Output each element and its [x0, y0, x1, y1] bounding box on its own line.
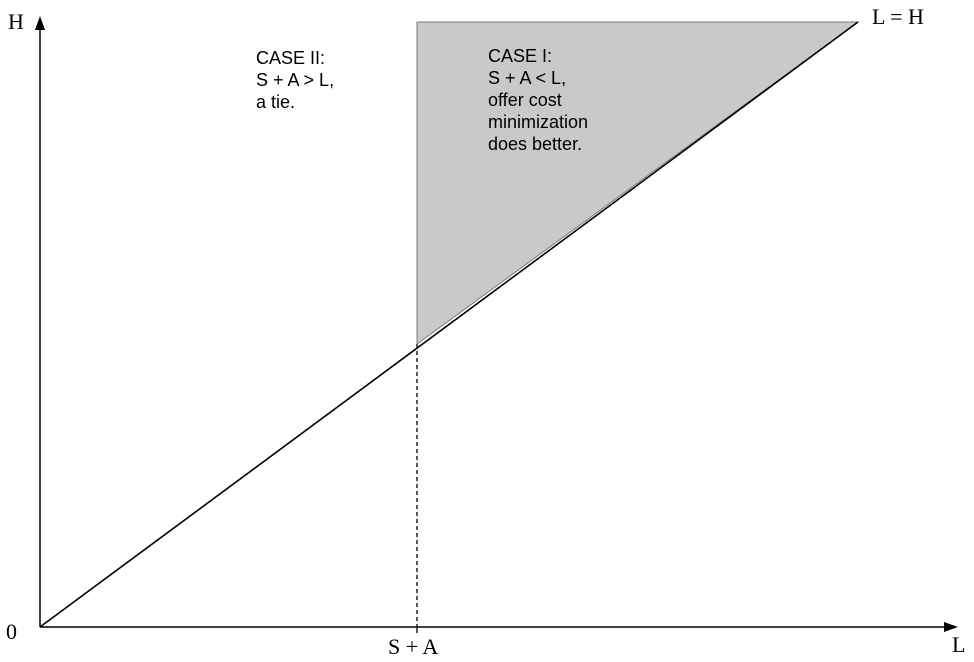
diagonal-label: L = H — [872, 4, 924, 29]
case-ii-line: CASE II: — [256, 48, 326, 68]
l-axis-label: L — [952, 632, 966, 657]
case-ii-text: CASE II: S + A > L, a tie. — [256, 47, 334, 113]
origin-label: 0 — [6, 619, 17, 644]
case-i-line: offer cost — [488, 90, 562, 110]
h-axis-label: H — [8, 9, 24, 34]
case-i-region — [416, 21, 860, 345]
case-i-line: does better. — [488, 134, 583, 154]
case-i-line: S + A < L, — [488, 68, 567, 88]
case-i-line: minimization — [488, 112, 589, 132]
diagonal-line — [39, 21, 859, 628]
case-i-text: CASE I: S + A < L, offer cost minimizati… — [488, 45, 588, 155]
l-axis-arrow-icon — [944, 622, 958, 632]
s-plus-a-label: S + A — [388, 634, 439, 659]
h-axis-arrow-icon — [35, 16, 45, 30]
case-ii-line: a tie. — [256, 92, 296, 112]
case-i-line: CASE I: — [488, 46, 553, 66]
case-ii-line: S + A > L, — [256, 70, 335, 90]
